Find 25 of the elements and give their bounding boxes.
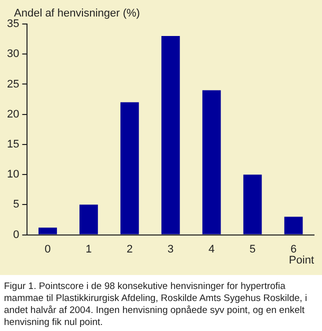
x-tick-label: 4 bbox=[208, 243, 215, 256]
bar bbox=[161, 36, 180, 234]
y-tick-label: 35 bbox=[6, 18, 20, 30]
x-tick-label: 5 bbox=[249, 243, 256, 256]
y-tick-label: 30 bbox=[6, 48, 20, 60]
x-tick-label: 0 bbox=[44, 243, 51, 256]
bar bbox=[202, 90, 221, 234]
bar bbox=[38, 228, 57, 234]
y-tick-label: 10 bbox=[6, 168, 20, 181]
bar bbox=[79, 204, 98, 234]
x-tick-label: 2 bbox=[126, 243, 133, 256]
y-axis-title: Andel af henvisninger (%) bbox=[14, 8, 140, 20]
bar bbox=[243, 174, 262, 234]
y-tick-label: 20 bbox=[6, 108, 20, 120]
bar bbox=[120, 102, 139, 234]
bar bbox=[284, 216, 303, 234]
y-tick-label: 25 bbox=[6, 78, 20, 90]
y-tick-label: 5 bbox=[13, 198, 20, 211]
y-tick-label: 0 bbox=[13, 228, 20, 241]
x-tick-label: 1 bbox=[86, 243, 92, 256]
x-tick-label: 3 bbox=[168, 243, 174, 256]
x-tick-label: 6 bbox=[290, 243, 297, 256]
x-axis-title: Point bbox=[288, 254, 314, 266]
text: Figur 1. Pointscore i de 98 konsekutive henvisninger for hypertrofia mammae til Plastikkirurgisk Afdeling, Roskilde Amts Sygehus Roskilde, i andet halvår af 2004. Ingen henvisning opnåede syv point, og en enkelt henvisning fik nul point. bbox=[3, 280, 308, 329]
y-tick-label: 15 bbox=[6, 138, 20, 150]
